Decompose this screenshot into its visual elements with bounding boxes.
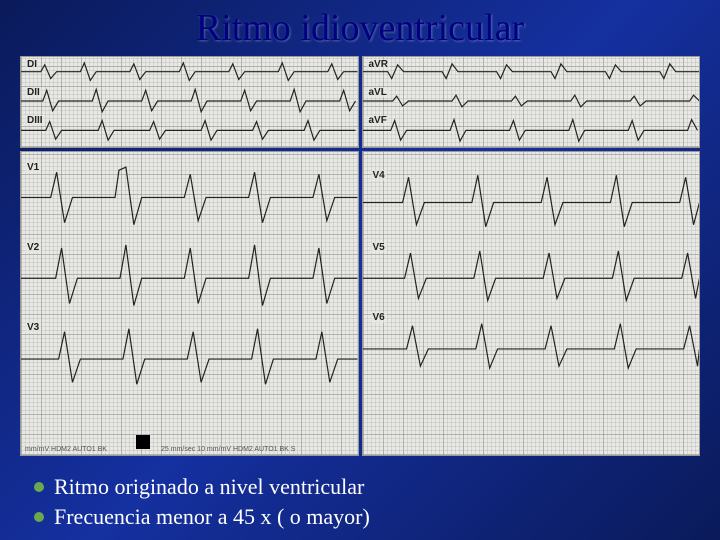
- ecg-footer-right: 25 mm/sec 10 mm/mV HDM2 AUTO1 BK S: [161, 446, 295, 453]
- ecg-trace-augmented: [363, 57, 700, 147]
- ecg-panel-precordial-right: V4 V5 V6: [362, 151, 701, 456]
- ecg-row-top: DI DII DIII aVR aVL aVF: [20, 56, 700, 148]
- ecg-panel-limb-leads: DI DII DIII: [20, 56, 359, 148]
- bullet-item: Ritmo originado a nivel ventricular: [34, 472, 720, 502]
- ecg-figure: DI DII DIII aVR aVL aVF V1 V2: [20, 56, 700, 456]
- slide-title: Ritmo idioventricular: [0, 0, 720, 52]
- bullet-list: Ritmo originado a nivel ventricular Frec…: [34, 472, 720, 531]
- ecg-trace-precordial-left: [21, 152, 358, 455]
- ecg-footer-left: mm/mV HDM2 AUTO1 BK: [25, 446, 107, 453]
- ecg-trace-precordial-right: [363, 152, 700, 455]
- bullet-item: Frecuencia menor a 45 x ( o mayor): [34, 502, 720, 532]
- ecg-trace-limb: [21, 57, 358, 147]
- ecg-panel-precordial-left: V1 V2 V3 mm/mV HDM2 AUTO1 BK 25 mm/sec 1…: [20, 151, 359, 456]
- ecg-panel-augmented-leads: aVR aVL aVF: [362, 56, 701, 148]
- calibration-mark: [136, 435, 150, 449]
- ecg-row-bottom: V1 V2 V3 mm/mV HDM2 AUTO1 BK 25 mm/sec 1…: [20, 151, 700, 456]
